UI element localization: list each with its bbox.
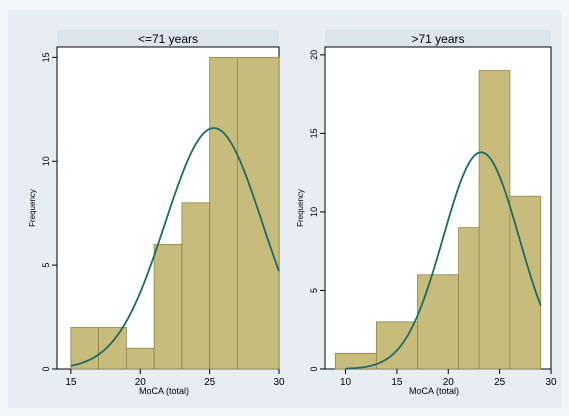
panel-age-le-71: <=71 years 15 20 25 30 MoCA (total) 0 5 10 15 Freq…	[28, 30, 285, 396]
y-tick-label: 15	[309, 128, 319, 138]
histogram-bar	[478, 70, 511, 370]
x-tick-label: 15	[391, 377, 403, 388]
x-tick-label: 30	[545, 377, 557, 388]
normal-density-curve	[345, 151, 542, 370]
histogram-bar	[181, 202, 211, 370]
y-tick-label: 20	[309, 50, 319, 60]
y-tick-label: 5	[41, 263, 51, 268]
y-tick-label: 10	[309, 207, 319, 217]
histogram-bar	[209, 56, 238, 370]
histogram-bar	[417, 274, 459, 370]
x-tick-label: 20	[135, 377, 147, 388]
x-tick-label: 15	[65, 377, 77, 388]
y-tick-label: 0	[309, 366, 319, 371]
y-tick-label: 10	[41, 156, 51, 166]
title-strip	[57, 30, 279, 47]
title-strip	[325, 30, 551, 47]
x-axis-label: MoCA (total)	[139, 386, 189, 396]
histogram-bar	[125, 347, 155, 370]
histogram-bar	[98, 327, 127, 370]
y-tick-label: 5	[309, 288, 319, 293]
x-tick-label: 25	[204, 377, 216, 388]
y-axis-label: Frequency	[28, 189, 37, 227]
x-tick-label: 25	[494, 377, 506, 388]
x-tick-label: 10	[340, 377, 352, 388]
panel-title: <=71 years	[138, 32, 198, 46]
y-axis-label: Frequency	[296, 189, 305, 227]
y-tick-label: 0	[41, 366, 51, 371]
normal-density-curve	[70, 127, 280, 367]
x-tick-label: 20	[443, 377, 455, 388]
histogram-bar	[153, 243, 183, 370]
y-tick-label: 15	[41, 52, 51, 62]
x-tick-label: 30	[273, 377, 285, 388]
panel-title: >71 years	[411, 32, 464, 46]
histogram-bar	[236, 56, 280, 370]
panel-age-gt-71: >71 years 10 15 20 25 30 MoCA (total) 0 5 10 15 20 F…	[293, 30, 557, 396]
x-axis-label: MoCA (total)	[409, 386, 459, 396]
